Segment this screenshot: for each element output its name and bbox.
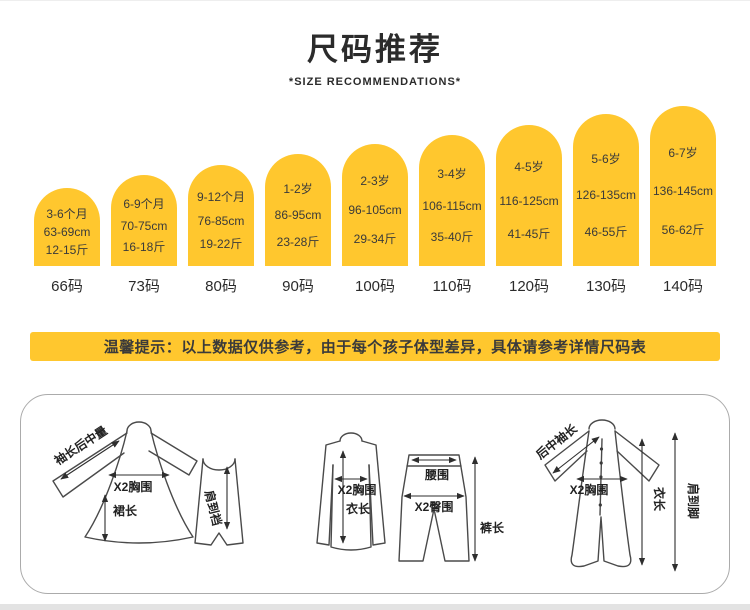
size-bar-90: 1-2岁 86-95cm 23-28斤 bbox=[265, 154, 331, 267]
age-range: 6-9个月 bbox=[123, 197, 165, 212]
pants-outline bbox=[398, 454, 470, 562]
size-code: 73码 bbox=[128, 278, 160, 296]
next-section-divider bbox=[0, 604, 750, 610]
dress-right-sleeve bbox=[148, 432, 198, 476]
size-code: 140码 bbox=[662, 278, 704, 296]
age-range: 1-2岁 bbox=[283, 181, 313, 196]
bodysuit-neck bbox=[202, 458, 236, 471]
pants-waist-label: 腰围 bbox=[424, 467, 449, 482]
notice-banner: 温馨提示：以上数据仅供参考，由于每个孩子体型差异，具体请参考详情尺码表 bbox=[30, 332, 720, 362]
romper-length-label: 衣长 bbox=[652, 487, 667, 512]
pants-length-label: 裤长 bbox=[480, 520, 505, 535]
dress-skirt-length-label: 裙长 bbox=[112, 503, 138, 518]
height-range: 63-69cm bbox=[43, 225, 91, 240]
dress-collar bbox=[126, 421, 152, 432]
dress-shoulder-crotch-label: 肩到裆 bbox=[202, 489, 225, 528]
shirt-chest-label: X2胸围 bbox=[338, 482, 377, 497]
romper-sleeve-measure-arrow bbox=[552, 436, 600, 474]
romper-collar bbox=[588, 419, 616, 430]
size-code: 130码 bbox=[585, 278, 627, 296]
romper-chest-label: X2胸围 bbox=[570, 482, 609, 497]
dress-diagram: 袖长后中量 X2胸围 裙长 肩到裆 bbox=[51, 421, 244, 546]
measurement-guide-box: 袖长后中量 X2胸围 裙长 肩到裆 X2胸围 衣长 腰围 X2臀围 bbox=[20, 394, 730, 595]
measurement-guide-illustration: 袖长后中量 X2胸围 裙长 肩到裆 X2胸围 衣长 腰围 X2臀围 bbox=[51, 419, 701, 572]
height-range: 116-125cm bbox=[499, 193, 559, 208]
romper-diagram: 后中袖长 X2胸围 衣长 肩到脚 bbox=[533, 419, 701, 572]
page-title: 尺码推荐 bbox=[307, 32, 443, 67]
dress-body bbox=[84, 430, 194, 544]
size-code: 110码 bbox=[432, 278, 472, 296]
weight-range: 19-22斤 bbox=[199, 237, 243, 252]
romper-shoulder-foot-label: 肩到脚 bbox=[686, 483, 701, 519]
size-bar-100: 2-3岁 96-105cm 29-34斤 bbox=[342, 144, 408, 267]
size-bar-80: 9-12个月 76-85cm 19-22斤 bbox=[188, 165, 254, 267]
age-range: 9-12个月 bbox=[196, 189, 246, 204]
size-bar-110: 3-4岁 106-115cm 35-40斤 bbox=[419, 135, 485, 267]
size-column: 6-9个月 70-75cm 16-18斤 bbox=[111, 175, 177, 267]
snap-button bbox=[599, 475, 603, 479]
weight-range: 56-62斤 bbox=[661, 222, 705, 237]
age-range: 2-3岁 bbox=[360, 174, 390, 189]
weight-range: 16-18斤 bbox=[122, 239, 166, 254]
size-code-row: 66码 73码 80码 90码 100码 110码 120码 130码 140码 bbox=[0, 275, 750, 296]
height-range: 70-75cm bbox=[120, 218, 168, 233]
height-range: 96-105cm bbox=[348, 203, 402, 218]
size-bar-66: 3-6个月 63-69cm 12-15斤 bbox=[34, 188, 100, 267]
dress-chest-label: X2胸围 bbox=[114, 479, 153, 494]
snap-button bbox=[598, 503, 602, 507]
age-range: 4-5岁 bbox=[514, 159, 544, 174]
height-range: 126-135cm bbox=[575, 188, 637, 203]
size-bar-120: 4-5岁 116-125cm 41-45斤 bbox=[496, 125, 562, 267]
age-range: 5-6岁 bbox=[591, 151, 621, 166]
size-bar-140: 6-7岁 136-145cm 56-62斤 bbox=[650, 106, 716, 267]
size-code: 120码 bbox=[508, 278, 550, 296]
page-subtitle: *SIZE RECOMMENDATIONS* bbox=[288, 76, 462, 89]
romper-right-sleeve bbox=[614, 430, 660, 482]
shirt-body bbox=[330, 464, 372, 551]
size-column: 1-2岁 86-95cm 23-28斤 bbox=[265, 154, 331, 267]
size-column: 3-6个月 63-69cm 12-15斤 bbox=[34, 188, 100, 267]
shirt-length-label: 衣长 bbox=[346, 501, 371, 516]
size-code: 100码 bbox=[354, 278, 396, 296]
height-range: 76-85cm bbox=[197, 213, 245, 228]
weight-range: 29-34斤 bbox=[353, 232, 397, 247]
shirt-right-sleeve bbox=[361, 440, 386, 546]
snap-button bbox=[599, 461, 603, 465]
pants-hip-label: X2臀围 bbox=[415, 499, 454, 514]
sleeve-measure-arrow bbox=[60, 440, 120, 480]
shirt-left-sleeve bbox=[316, 440, 341, 546]
size-column: 5-6岁 126-135cm 46-55斤 bbox=[573, 114, 639, 267]
age-range: 3-6个月 bbox=[46, 207, 88, 222]
size-column: 6-7岁 136-145cm 56-62斤 bbox=[650, 106, 716, 267]
dress-sleeve-length-label: 袖长后中量 bbox=[51, 423, 110, 468]
bodysuit-body bbox=[194, 458, 244, 546]
size-code: 66码 bbox=[51, 278, 83, 296]
weight-range: 35-40斤 bbox=[430, 229, 474, 244]
weight-range: 46-55斤 bbox=[584, 224, 628, 239]
romper-body bbox=[570, 430, 632, 568]
size-code: 90码 bbox=[282, 278, 314, 296]
weight-range: 23-28斤 bbox=[276, 234, 320, 249]
size-column: 3-4岁 106-115cm 35-40斤 bbox=[419, 135, 485, 267]
weight-range: 41-45斤 bbox=[507, 227, 551, 242]
snap-button bbox=[599, 489, 603, 493]
size-code: 80码 bbox=[205, 278, 237, 296]
size-bar-chart: 3-6个月 63-69cm 12-15斤 6-9个月 70-75cm 16-18… bbox=[0, 106, 750, 267]
size-column: 4-5岁 116-125cm 41-45斤 bbox=[496, 125, 562, 267]
age-range: 3-4岁 bbox=[437, 167, 467, 182]
height-range: 106-115cm bbox=[422, 198, 482, 213]
age-range: 6-7岁 bbox=[668, 145, 698, 160]
shirt-pants-diagram: X2胸围 衣长 腰围 X2臀围 裤长 bbox=[316, 432, 505, 562]
size-bar-130: 5-6岁 126-135cm 46-55斤 bbox=[573, 114, 639, 267]
snap-button bbox=[599, 447, 604, 451]
height-range: 86-95cm bbox=[274, 208, 322, 223]
shirt-collar bbox=[339, 432, 363, 442]
size-bar-73: 6-9个月 70-75cm 16-18斤 bbox=[111, 175, 177, 267]
height-range: 136-145cm bbox=[652, 184, 714, 199]
size-column: 2-3岁 96-105cm 29-34斤 bbox=[342, 144, 408, 267]
weight-range: 12-15斤 bbox=[45, 243, 89, 258]
size-column: 9-12个月 76-85cm 19-22斤 bbox=[188, 165, 254, 267]
